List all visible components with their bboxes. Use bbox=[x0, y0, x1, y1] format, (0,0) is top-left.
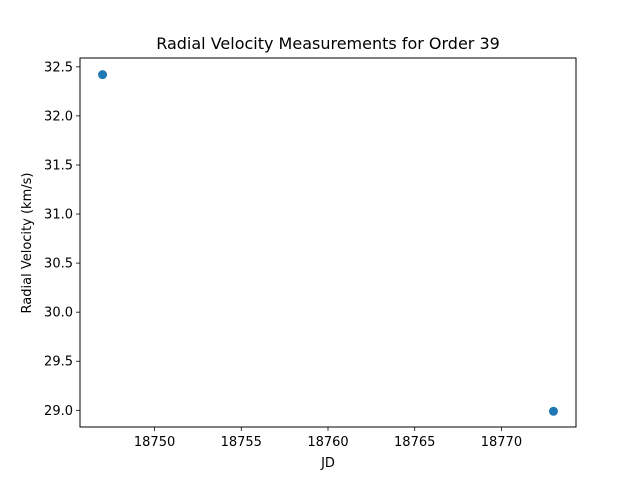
x-tick-label: 18755 bbox=[221, 435, 262, 450]
y-tick-label: 29.0 bbox=[44, 404, 73, 419]
data-point bbox=[548, 406, 558, 416]
plot-area-frame bbox=[79, 57, 577, 428]
y-axis-ticks: 29.0 29.5 30.0 30.5 31.0 31.5 32.0 32.5 bbox=[44, 60, 80, 419]
chart-title: Radial Velocity Measurements for Order 3… bbox=[156, 34, 500, 53]
x-tick-label: 18770 bbox=[481, 435, 522, 450]
x-tick-label: 18760 bbox=[307, 435, 348, 450]
y-tick-label: 31.5 bbox=[44, 158, 73, 173]
x-tick-label: 18765 bbox=[394, 435, 435, 450]
y-tick-label: 30.5 bbox=[44, 257, 73, 272]
x-tick-label: 18750 bbox=[134, 435, 175, 450]
y-tick-label: 31.0 bbox=[44, 208, 73, 223]
data-point bbox=[98, 70, 108, 80]
x-axis-ticks: 18750 18755 18760 18765 18770 bbox=[134, 427, 522, 450]
y-tick-label: 30.0 bbox=[44, 306, 73, 321]
data-points bbox=[98, 70, 558, 416]
y-tick-label: 32.5 bbox=[44, 60, 73, 75]
y-tick-label: 29.5 bbox=[44, 355, 73, 370]
x-axis-label: JD bbox=[320, 456, 335, 471]
y-axis-label: Radial Velocity (km/s) bbox=[20, 173, 35, 314]
y-tick-label: 32.0 bbox=[44, 109, 73, 124]
